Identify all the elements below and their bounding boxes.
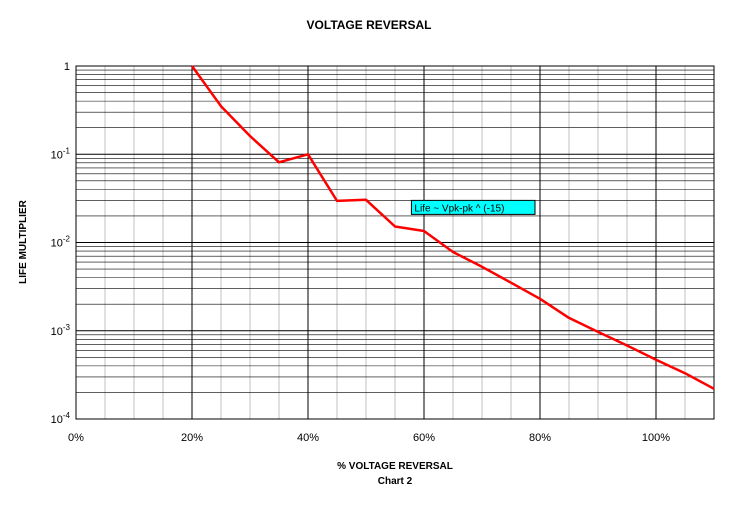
x-tick-label: 60%: [413, 432, 435, 444]
y-tick-labels: 1 10-1 10-2 10-3 10-4: [51, 61, 71, 426]
y-tick-label: 10-3: [51, 323, 71, 338]
grid: [76, 66, 714, 419]
series-line: [190, 65, 715, 390]
y-tick-label: 1: [64, 61, 70, 73]
y-tick-label: 10-4: [51, 411, 71, 426]
x-tick-label: 0%: [68, 432, 84, 444]
y-tick-label: 10-2: [51, 235, 71, 250]
annotation-layer: Life ~ Vpk-pk ^ (-15): [410, 199, 536, 215]
x-axis-subtitle: Chart 2: [378, 476, 413, 487]
chart-title: VOLTAGE REVERSAL: [307, 18, 432, 32]
plot-area-border: [75, 65, 715, 420]
y-tick-label: 10-1: [51, 146, 71, 161]
x-tick-labels: 0% 20% 40% 60% 80% 100%: [68, 432, 670, 444]
y-axis-title: LIFE MULTIPLIER: [18, 199, 29, 283]
annotation-box: [410, 199, 536, 215]
x-tick-label: 80%: [529, 432, 551, 444]
x-tick-label: 40%: [297, 432, 319, 444]
x-axis-title: % VOLTAGE REVERSAL: [337, 461, 453, 472]
x-tick-label: 20%: [181, 432, 203, 444]
x-tick-label: 100%: [642, 432, 670, 444]
series-layer: [190, 65, 715, 390]
annotation-label: Life ~ Vpk-pk ^ (-15): [414, 203, 504, 214]
